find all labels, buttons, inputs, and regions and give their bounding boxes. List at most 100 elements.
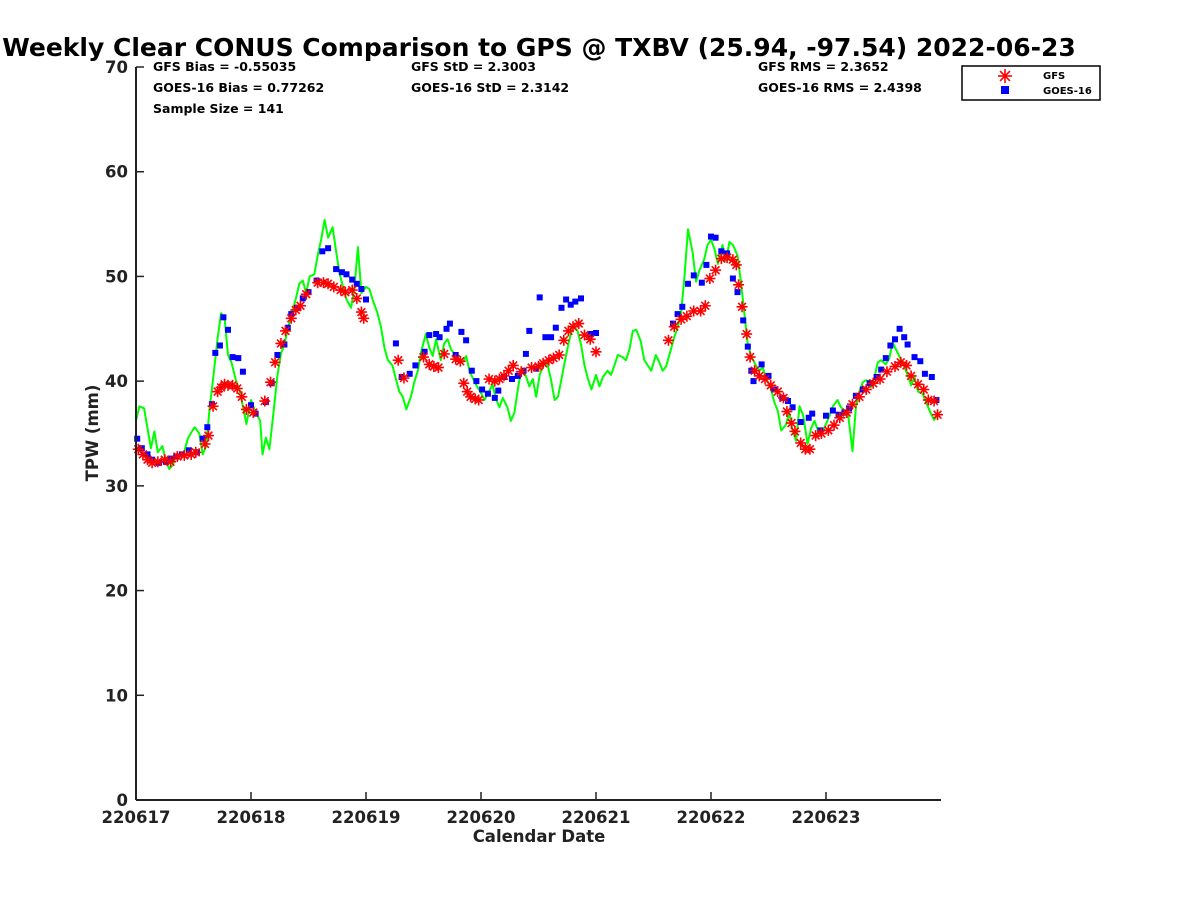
goes-data-point (349, 276, 356, 283)
goes-data-point (829, 407, 836, 414)
goes-data-point (734, 289, 741, 296)
x-tick-label: 220621 (562, 808, 631, 827)
goes-data-point (572, 298, 579, 305)
gfs-data-point (236, 391, 248, 403)
goes-data-point (809, 410, 816, 417)
chart-title: Weekly Clear CONUS Comparison to GPS @ T… (2, 33, 1076, 62)
goes-data-point (817, 427, 824, 434)
goes-data-point (901, 334, 908, 341)
goes-data-point (526, 327, 533, 334)
gfs-data-point (432, 362, 444, 374)
gfs-data-point (265, 376, 277, 388)
gfs-data-point (699, 300, 711, 312)
goes-data-point (882, 355, 889, 362)
gfs-data-point (553, 349, 565, 361)
goes-data-point (873, 374, 880, 380)
y-tick-label: 10 (105, 686, 128, 705)
gfs-data-point (668, 321, 680, 333)
gfs-data-point (418, 351, 429, 363)
goes-data-point (729, 275, 736, 282)
gfs-data-point (662, 334, 674, 346)
x-tick-label: 220620 (447, 808, 516, 827)
gfs-data-point (741, 328, 753, 340)
goes-data-point (785, 398, 791, 404)
goes-data-point (426, 332, 433, 339)
goes-data-point (458, 328, 465, 335)
goes-data-point (712, 234, 719, 241)
goes-data-point (248, 402, 254, 409)
gfs-data-point (730, 259, 742, 271)
goes-data-point (750, 378, 757, 385)
axes: 0 10 20 30 40 50 60 70 220617 220618 220619 220620 2… (102, 58, 941, 827)
goes-data-point (212, 349, 219, 356)
goes-data-point (835, 411, 842, 418)
stat-goes-std: GOES-16 StD = 2.3142 (411, 80, 569, 95)
x-tick-label: 220623 (792, 808, 861, 827)
gfs-data-point (454, 355, 466, 367)
goes-data-point (491, 394, 498, 401)
gfs-data-point (704, 273, 716, 285)
gfs-data-point (860, 384, 872, 396)
goes-data-point (823, 412, 829, 419)
y-tick-label: 40 (105, 372, 128, 391)
goes-data-point (911, 354, 918, 361)
goes-data-point (412, 362, 419, 369)
y-tick-label: 30 (105, 477, 128, 496)
gfs-data-point (159, 454, 171, 466)
goes-data-point (542, 334, 549, 341)
gfs-data-point (846, 398, 858, 410)
goes-data-point (479, 386, 486, 393)
gfs-data-point (165, 456, 176, 468)
gfs-data-point (744, 351, 756, 363)
legend: GFS GOES-16 (961, 65, 1101, 101)
goes-data-point (593, 330, 599, 336)
goes-data-point (520, 367, 527, 374)
stat-sample-size: Sample Size = 141 (153, 101, 284, 116)
gfs-data-point (828, 419, 840, 431)
goes-data-point (708, 233, 714, 240)
goes-data-point (274, 352, 281, 358)
gfs-data-point (207, 400, 219, 412)
gfs-data-point (874, 373, 886, 385)
gfs-data-point (928, 395, 940, 407)
gfs-data-point (285, 312, 297, 324)
goes-data-point (363, 296, 369, 303)
gfs-data-point (300, 288, 312, 300)
gfs-data-point (392, 354, 404, 366)
goes-data-point (567, 301, 574, 308)
stat-goes-rms: GOES-16 RMS = 2.4398 (758, 80, 922, 95)
goes-data-point (552, 324, 559, 331)
legend-box (961, 65, 1101, 101)
gfs-data-point (834, 412, 846, 424)
gfs-data-point (171, 451, 183, 463)
x-tick-label: 220617 (102, 808, 171, 827)
legend-label-gfs: GFS (1043, 71, 1065, 82)
goes-data-point (558, 304, 565, 311)
goes-data-point (509, 376, 515, 382)
goes-data-point (179, 451, 185, 458)
gfs-data-point (275, 337, 287, 349)
plot-area (132, 218, 944, 471)
gfs-data-point (881, 366, 893, 378)
legend-goes-square-icon (1001, 86, 1009, 94)
goes-data-point (338, 269, 345, 276)
goes-data-point (204, 424, 211, 431)
goes-data-point (436, 334, 443, 341)
gfs-data-point (590, 346, 602, 358)
gfs-data-point (573, 318, 585, 330)
gfs-data-point (358, 312, 370, 324)
gfs-data-point (294, 300, 306, 312)
stat-gfs-bias: GFS Bias = -0.55035 (153, 59, 296, 74)
gfs-data-point (503, 365, 515, 377)
goes-data-point (563, 296, 570, 303)
gfs-data-point (841, 407, 853, 419)
x-axis-label: Calendar Date (473, 827, 606, 846)
goes-data-point (887, 342, 894, 349)
goes-data-point (758, 361, 765, 368)
gfs-data-point (789, 425, 801, 437)
gfs-data-point (772, 386, 784, 398)
x-tick-label: 220618 (217, 808, 286, 827)
goes-data-point (740, 317, 747, 324)
goes-data-point (703, 261, 710, 268)
gfs-data-point (932, 409, 944, 421)
